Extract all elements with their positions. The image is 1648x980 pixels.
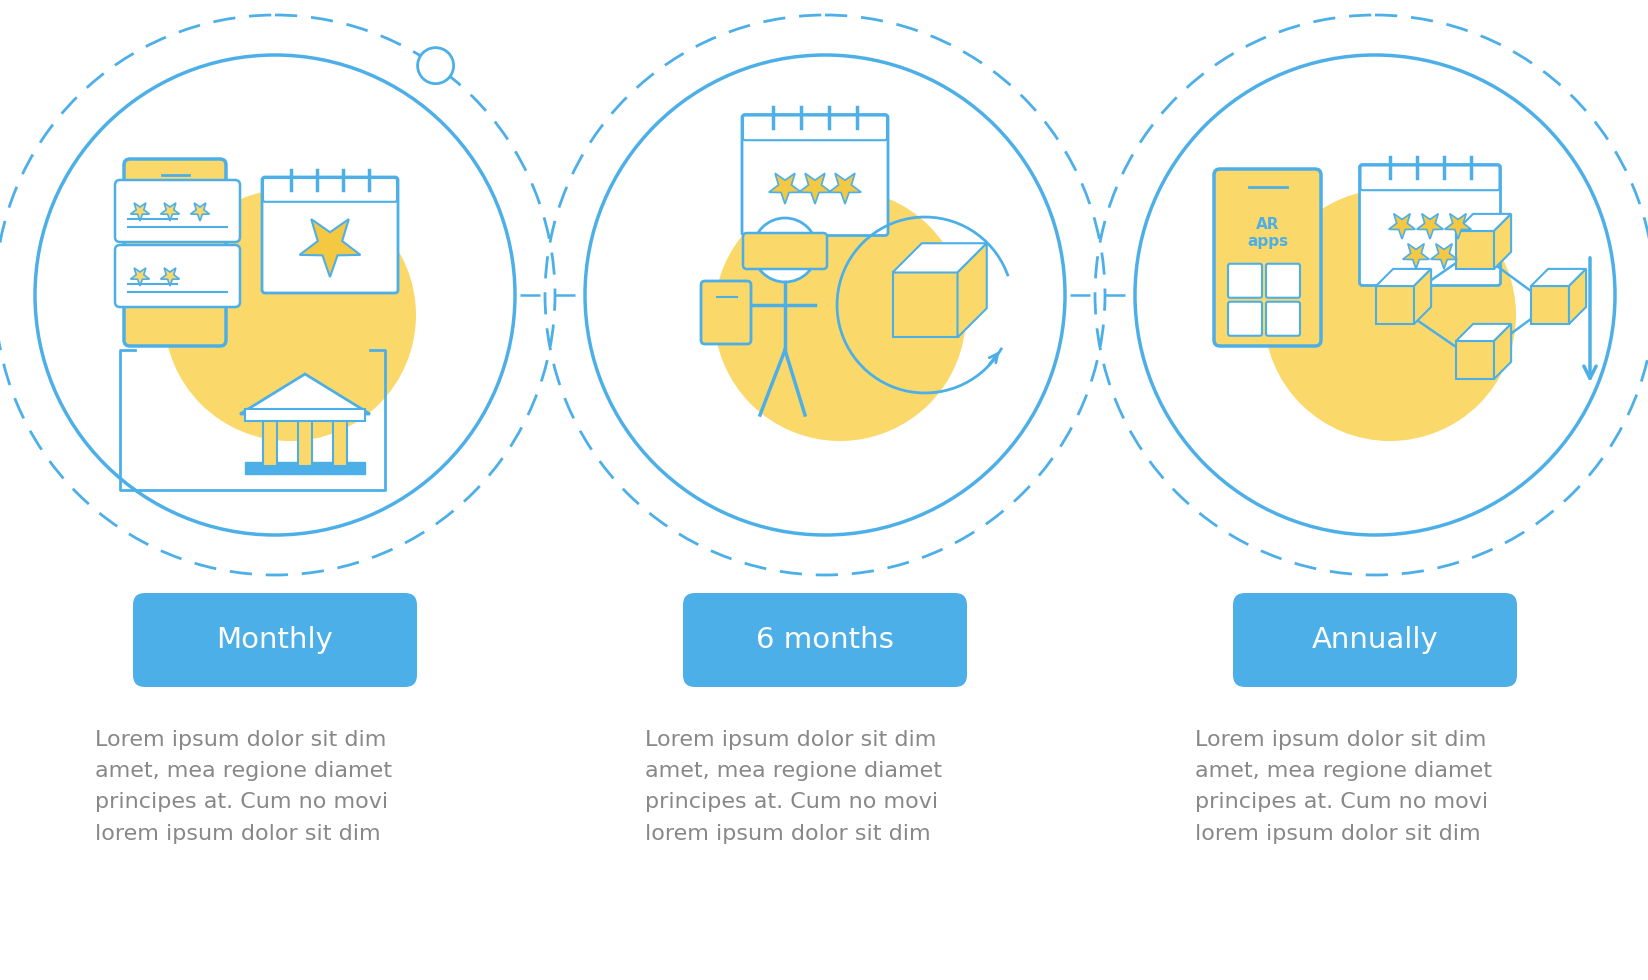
Polygon shape: [130, 268, 150, 286]
Polygon shape: [1402, 244, 1429, 269]
FancyBboxPatch shape: [133, 593, 417, 687]
FancyBboxPatch shape: [1358, 165, 1500, 285]
Polygon shape: [160, 268, 180, 286]
FancyBboxPatch shape: [743, 116, 887, 140]
Polygon shape: [829, 173, 860, 204]
Text: Monthly: Monthly: [216, 626, 333, 654]
FancyBboxPatch shape: [682, 593, 966, 687]
FancyBboxPatch shape: [115, 180, 241, 242]
Polygon shape: [798, 173, 831, 204]
FancyBboxPatch shape: [743, 233, 827, 269]
Polygon shape: [1455, 231, 1493, 269]
Polygon shape: [892, 272, 957, 337]
Polygon shape: [1374, 286, 1412, 324]
FancyBboxPatch shape: [262, 177, 397, 293]
FancyBboxPatch shape: [1228, 302, 1261, 336]
Ellipse shape: [714, 189, 966, 441]
Polygon shape: [1412, 269, 1430, 324]
Polygon shape: [1567, 269, 1585, 324]
Text: Lorem ipsum dolor sit dim
amet, mea regione diamet
principes at. Cum no movi
lor: Lorem ipsum dolor sit dim amet, mea regi…: [1195, 730, 1491, 844]
FancyBboxPatch shape: [1228, 264, 1261, 298]
FancyBboxPatch shape: [262, 178, 397, 202]
Text: AR
apps: AR apps: [1246, 217, 1287, 249]
Polygon shape: [1529, 269, 1585, 286]
Polygon shape: [1455, 341, 1493, 379]
Bar: [246, 409, 364, 421]
Polygon shape: [1444, 214, 1470, 239]
Polygon shape: [1529, 286, 1567, 324]
Polygon shape: [130, 203, 150, 221]
Bar: [333, 414, 346, 466]
Polygon shape: [957, 243, 986, 337]
FancyBboxPatch shape: [1213, 169, 1320, 346]
Circle shape: [753, 218, 816, 282]
Text: Lorem ipsum dolor sit dim
amet, mea regione diamet
principes at. Cum no movi
lor: Lorem ipsum dolor sit dim amet, mea regi…: [96, 730, 392, 844]
FancyBboxPatch shape: [115, 245, 241, 307]
Polygon shape: [241, 374, 369, 414]
FancyBboxPatch shape: [700, 281, 750, 344]
Ellipse shape: [1264, 189, 1515, 441]
Polygon shape: [768, 173, 801, 204]
Bar: [246, 462, 364, 474]
Polygon shape: [300, 220, 361, 277]
Ellipse shape: [163, 189, 415, 441]
Polygon shape: [1493, 214, 1510, 269]
Polygon shape: [1374, 269, 1430, 286]
Polygon shape: [1455, 214, 1510, 231]
FancyBboxPatch shape: [124, 159, 226, 346]
Polygon shape: [1455, 324, 1510, 341]
FancyBboxPatch shape: [1233, 593, 1516, 687]
FancyBboxPatch shape: [1266, 302, 1299, 336]
Polygon shape: [1430, 244, 1457, 269]
Polygon shape: [160, 203, 180, 221]
Text: Annually: Annually: [1310, 626, 1437, 654]
Polygon shape: [1416, 214, 1442, 239]
Text: Lorem ipsum dolor sit dim
amet, mea regione diamet
principes at. Cum no movi
lor: Lorem ipsum dolor sit dim amet, mea regi…: [644, 730, 941, 844]
Text: 6 months: 6 months: [755, 626, 893, 654]
Bar: [262, 414, 277, 466]
Bar: [298, 414, 311, 466]
Polygon shape: [892, 243, 986, 272]
Circle shape: [417, 48, 453, 83]
FancyBboxPatch shape: [1266, 264, 1299, 298]
Polygon shape: [191, 203, 209, 221]
FancyBboxPatch shape: [1360, 166, 1498, 190]
FancyBboxPatch shape: [742, 115, 888, 235]
Polygon shape: [1493, 324, 1510, 379]
Polygon shape: [1388, 214, 1414, 239]
